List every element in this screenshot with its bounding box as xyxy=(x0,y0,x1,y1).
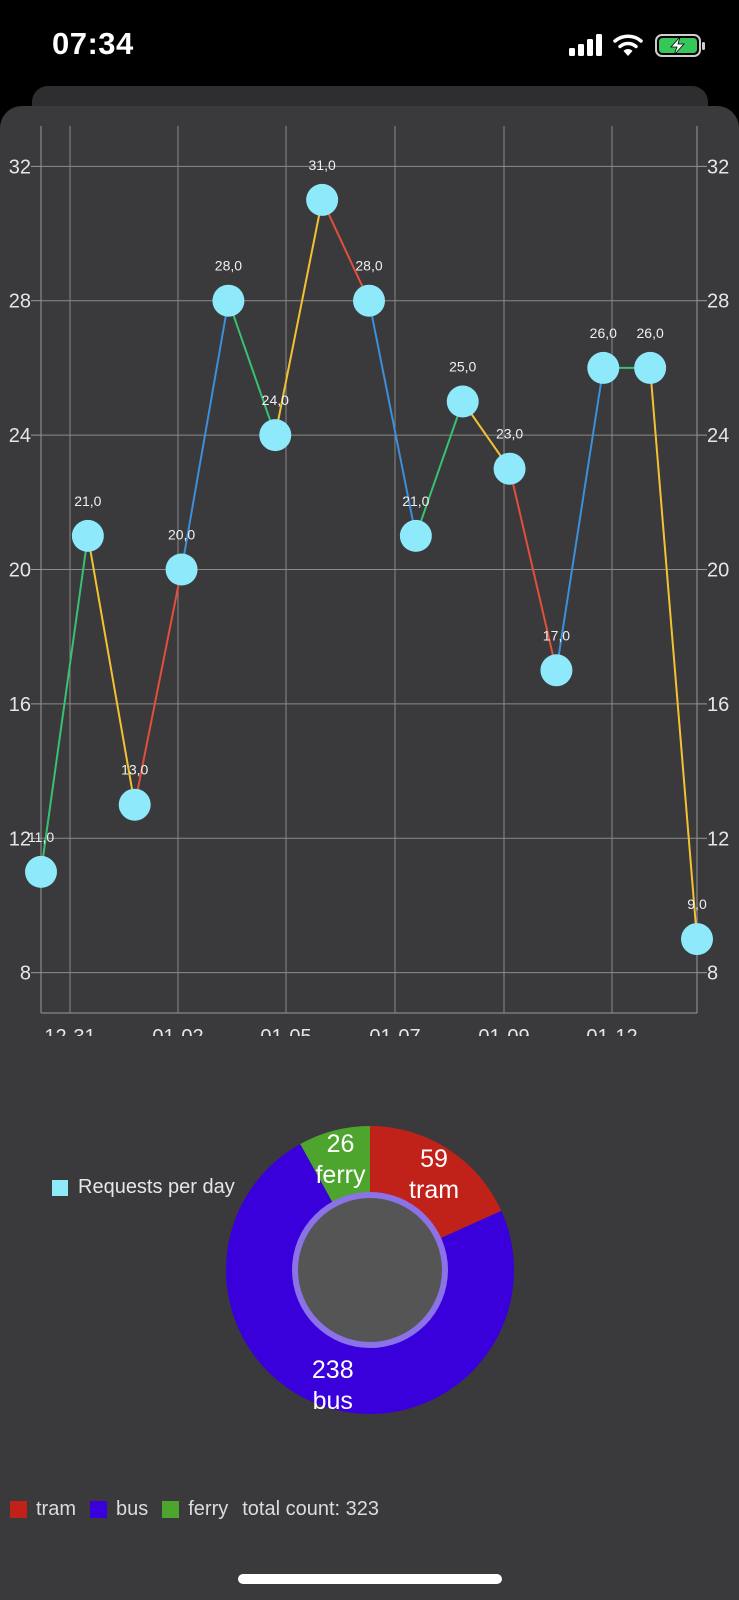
home-indicator[interactable] xyxy=(238,1574,502,1584)
status-icons xyxy=(569,34,705,57)
series-segment xyxy=(508,468,558,671)
data-label: 31,0 xyxy=(309,157,336,173)
data-point[interactable] xyxy=(165,553,198,586)
legend-label-bus: bus xyxy=(116,1498,149,1520)
legend-item-ferry: ferry xyxy=(162,1498,228,1521)
x-tick-label: 01-02 xyxy=(152,1026,203,1036)
legend-item-bus: bus xyxy=(90,1498,148,1521)
data-point[interactable] xyxy=(118,788,151,821)
pie-value-label: 59 xyxy=(420,1145,448,1173)
x-tick-label: 01-09 xyxy=(478,1026,529,1036)
pie-category-label: bus xyxy=(313,1387,353,1415)
pie-category-label: ferry xyxy=(315,1161,366,1189)
legend-swatch-tram xyxy=(10,1501,27,1518)
y-tick-label-left: 20 xyxy=(9,560,31,582)
pie-category-label: tram xyxy=(409,1176,459,1204)
total-count-label: total count: 323 xyxy=(242,1498,380,1520)
line-chart-legend: Requests per day xyxy=(52,1176,235,1199)
status-bar: 07:34 xyxy=(0,0,739,90)
data-label: 26,0 xyxy=(590,325,617,341)
data-point[interactable] xyxy=(681,923,713,956)
y-tick-label-left: 24 xyxy=(9,425,31,447)
data-point[interactable] xyxy=(306,183,339,216)
data-label: 9,0 xyxy=(687,896,707,912)
y-tick-label-right: 32 xyxy=(707,156,729,178)
data-point[interactable] xyxy=(212,284,245,317)
series-segment xyxy=(86,535,136,805)
legend-swatch-bus xyxy=(90,1501,107,1518)
x-tick-label: 01-12 xyxy=(586,1026,637,1036)
legend-label-ferry: ferry xyxy=(188,1498,229,1520)
legend-label-requests: Requests per day xyxy=(78,1176,235,1198)
status-time: 07:34 xyxy=(52,26,134,61)
y-tick-label-right: 16 xyxy=(707,694,729,716)
data-point[interactable] xyxy=(259,419,292,452)
series-segment xyxy=(274,199,324,436)
y-tick-label-right: 12 xyxy=(707,828,729,850)
series-segment xyxy=(414,401,464,537)
series-segment xyxy=(321,199,370,302)
chart-panel[interactable]: 11,0 21,0 13,0 20,0 28,0 24,0 31,0 28,0 21,0 25,0… xyxy=(0,106,739,1600)
series-segment xyxy=(368,300,417,537)
series-segment xyxy=(555,367,605,671)
x-tick-label: 12-31 xyxy=(44,1026,95,1036)
data-label: 26,0 xyxy=(637,325,664,341)
y-tick-label-left: 16 xyxy=(9,694,31,716)
data-label: 25,0 xyxy=(449,359,476,375)
data-point[interactable] xyxy=(446,385,479,418)
y-tick-label-left: 8 xyxy=(20,963,31,985)
battery-charging-icon xyxy=(655,34,705,57)
series-segment xyxy=(227,300,277,436)
legend-item-tram: tram xyxy=(10,1498,76,1521)
donut-hole xyxy=(298,1198,442,1342)
y-tick-label-left: 28 xyxy=(9,291,31,313)
data-label: 17,0 xyxy=(543,627,570,643)
y-tick-label-right: 8 xyxy=(707,963,718,985)
data-label: 11,0 xyxy=(28,829,54,845)
data-point[interactable] xyxy=(587,351,620,384)
data-label: 21,0 xyxy=(74,493,101,509)
x-tick-label: 01-05 xyxy=(260,1026,311,1036)
y-tick-label-right: 20 xyxy=(707,560,729,582)
data-point[interactable] xyxy=(25,855,57,888)
data-point[interactable] xyxy=(493,452,526,485)
series-segment xyxy=(649,367,698,940)
wifi-icon xyxy=(613,34,643,56)
pie-chart-legend: tram bus ferry total count: 323 xyxy=(10,1498,393,1521)
data-point[interactable] xyxy=(540,654,573,687)
data-label: 23,0 xyxy=(496,426,523,442)
pie-chart: 59 tram 238 bus 26 ferry xyxy=(225,1126,514,1415)
data-point[interactable] xyxy=(353,284,385,317)
data-point[interactable] xyxy=(399,519,432,552)
data-label: 21,0 xyxy=(402,493,429,509)
data-label: 24,0 xyxy=(262,392,289,408)
data-label: 28,0 xyxy=(215,258,242,274)
legend-label-tram: tram xyxy=(36,1498,76,1520)
series-segment xyxy=(40,535,89,873)
series-segment xyxy=(133,569,183,805)
data-label: 20,0 xyxy=(168,527,195,543)
pie-value-label: 26 xyxy=(327,1130,355,1158)
y-tick-label-right: 24 xyxy=(707,425,729,447)
cellular-signal-icon xyxy=(569,34,602,56)
pie-value-label: 238 xyxy=(312,1356,354,1384)
x-tick-label: 01-07 xyxy=(369,1026,420,1036)
legend-swatch-requests xyxy=(52,1179,68,1196)
data-point[interactable] xyxy=(634,351,667,384)
y-tick-label-left: 12 xyxy=(9,828,31,850)
line-chart: 11,0 21,0 13,0 20,0 28,0 24,0 31,0 28,0 21,0 25,0… xyxy=(9,126,729,1036)
series-segment xyxy=(180,300,230,570)
data-label: 28,0 xyxy=(355,258,382,274)
y-tick-label-left: 32 xyxy=(9,156,31,178)
data-point[interactable] xyxy=(71,519,104,552)
legend-total-count: total count: 323 xyxy=(242,1498,379,1521)
legend-swatch-ferry xyxy=(162,1501,180,1518)
y-tick-label-right: 28 xyxy=(707,291,729,313)
data-label: 13,0 xyxy=(121,762,148,778)
